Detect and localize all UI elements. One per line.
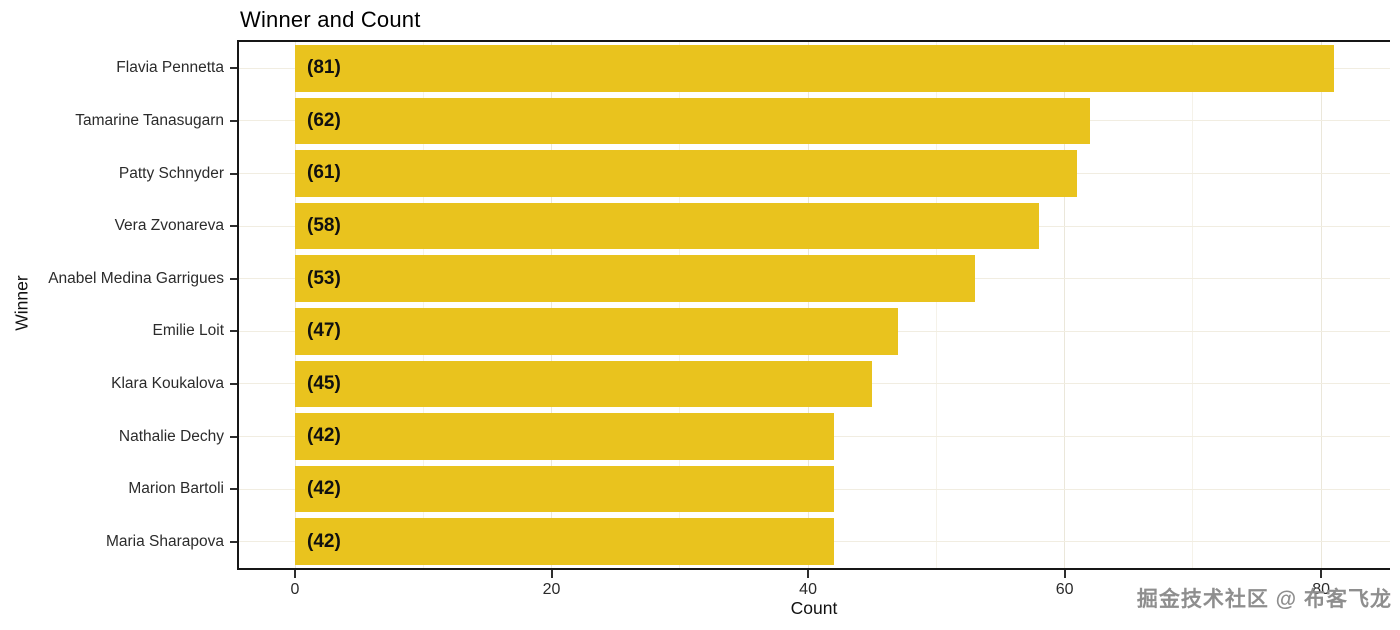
category-label: Vera Zvonareva — [114, 217, 224, 235]
bar: (62) — [295, 97, 1091, 145]
bar: (42) — [295, 413, 834, 460]
category-label: Marion Bartoli — [128, 480, 224, 498]
bar-value-label: (42) — [307, 425, 341, 447]
gridline-major-vertical — [551, 42, 553, 568]
category-label: Nathalie Dechy — [118, 427, 224, 445]
x-tick — [1063, 570, 1066, 578]
bar-value-label: (62) — [307, 109, 341, 131]
category-label: Klara Koukalova — [111, 374, 224, 392]
bar-value-label: (61) — [307, 162, 341, 184]
y-tick — [230, 488, 237, 491]
category-label: Tamarine Tanasugarn — [75, 111, 224, 129]
x-tick-label: 60 — [1055, 581, 1074, 598]
category-label: Patty Schnyder — [118, 164, 224, 182]
x-tick — [1320, 570, 1323, 578]
x-tick-label: 40 — [799, 581, 817, 598]
bar: (58) — [295, 202, 1039, 250]
gridline-major-vertical — [807, 42, 809, 568]
plot-panel: (81) (62) (61) (58) (53) (47) (45) (42) (42) (42) — [237, 40, 1390, 570]
x-tick-label: 20 — [542, 581, 561, 598]
y-tick — [230, 382, 237, 385]
bar-value-label: (53) — [307, 267, 341, 289]
bar: (42) — [295, 518, 834, 565]
bar-value-label: (47) — [307, 320, 341, 342]
bar: (45) — [295, 360, 873, 408]
bar-value-label: (45) — [307, 372, 341, 394]
x-tick-label: 80 — [1312, 581, 1331, 598]
bar: (47) — [295, 308, 898, 355]
bar-value-label: (81) — [307, 57, 341, 79]
x-tick-label: 0 — [290, 581, 300, 598]
category-label: Anabel Medina Garrigues — [48, 269, 224, 287]
y-tick — [230, 67, 237, 70]
category-label: Maria Sharapova — [105, 532, 224, 550]
gridline-major-vertical — [1064, 42, 1066, 568]
chart-title: Winner and Count — [240, 7, 421, 32]
y-tick — [230, 330, 237, 333]
x-tick — [294, 570, 296, 578]
bar: (53) — [295, 255, 975, 302]
x-axis: 0 20 40 60 80 — [239, 570, 1390, 604]
y-axis-labels: Flavia Pennetta Tamarine Tanasugarn Patty … — [0, 42, 237, 568]
y-tick — [230, 277, 237, 280]
x-axis-title: Count — [790, 598, 838, 618]
gridline-major-vertical — [294, 42, 296, 568]
bar-value-label: (42) — [307, 530, 341, 552]
gridline-minor-vertical — [679, 42, 681, 568]
gridline-minor-vertical — [935, 42, 937, 568]
y-tick — [230, 435, 237, 438]
bar-value-label: (58) — [307, 215, 341, 237]
bar-value-label: (42) — [307, 478, 341, 500]
y-tick — [230, 119, 237, 122]
y-tick — [230, 540, 237, 543]
y-tick — [230, 225, 237, 228]
gridline-major-vertical — [1320, 42, 1322, 568]
gridline-minor-vertical — [1192, 42, 1194, 568]
gridline-minor-vertical — [422, 42, 424, 568]
bar: (81) — [295, 45, 1334, 92]
watermark: 掘金技术社区 @ 布客飞龙 — [1136, 588, 1392, 611]
x-tick — [550, 570, 553, 578]
bar: (61) — [295, 150, 1078, 197]
bar: (42) — [295, 465, 834, 513]
y-tick — [230, 172, 237, 175]
x-tick — [807, 570, 810, 578]
category-label: Emilie Loit — [152, 322, 225, 340]
category-label: Flavia Pennetta — [116, 59, 224, 77]
